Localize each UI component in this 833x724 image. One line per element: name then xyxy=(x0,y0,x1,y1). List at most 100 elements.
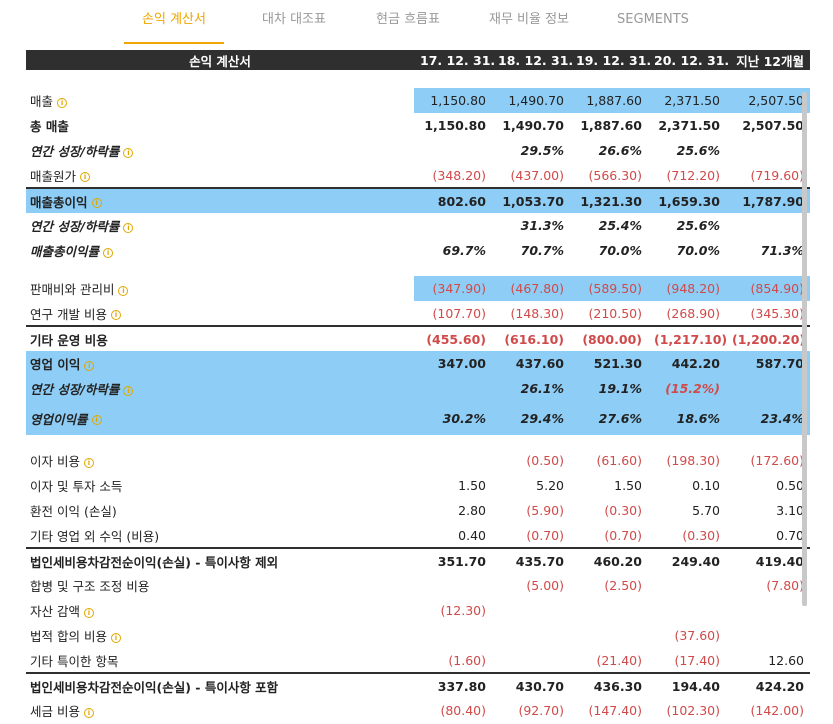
row-label-text: 연간 성장/하락률 xyxy=(30,382,120,397)
table-cell: 5.20 xyxy=(536,478,564,493)
row-interest-expense: 이자 비용 i (0.50) (61.60) (198.30) (172.60) xyxy=(26,448,810,473)
table-header-row: 손익 계산서 17. 12. 31. 18. 12. 31. 19. 12. 3… xyxy=(26,50,810,70)
info-circle-icon[interactable]: i xyxy=(80,172,91,182)
table-cell: (800.00) xyxy=(570,325,648,351)
table-cell: 31.3% xyxy=(520,218,564,233)
row-label-text: 영업이익률 xyxy=(30,411,88,427)
row-growth: 연간 성장/하락률 i 26.1% 19.1% (15.2%) xyxy=(26,376,810,401)
table-cell: (854.90) xyxy=(726,276,810,301)
table-cell: 70.7% xyxy=(520,243,564,258)
table-cell: 2,371.50 xyxy=(658,118,720,133)
table-cell: 25.4% xyxy=(598,218,642,233)
table-cell: (0.30) xyxy=(604,503,642,518)
row-label-text: 기타 영업 외 수익 (비용) xyxy=(30,528,160,544)
row-operating-margin: 영업이익률 i 30.2% 29.4% 27.6% 18.6% 23.4% xyxy=(26,401,810,435)
table-cell: (107.70) xyxy=(432,305,487,321)
row-label: 총 매출 xyxy=(26,113,414,138)
table-cell xyxy=(726,598,810,623)
table-cell: 1,787.90 xyxy=(726,187,810,213)
table-cell: 435.70 xyxy=(492,547,570,573)
table-cell: 70.0% xyxy=(676,243,720,258)
table-cell: 351.70 xyxy=(414,547,492,573)
table-cell: 419.40 xyxy=(726,547,810,573)
table-cell: (0.70) xyxy=(526,527,564,543)
table-cell: 5.70 xyxy=(692,503,720,518)
vertical-scrollbar[interactable] xyxy=(802,92,807,606)
table-cell xyxy=(648,573,726,598)
info-circle-icon[interactable]: i xyxy=(118,285,129,296)
header-period: 17. 12. 31. xyxy=(414,50,495,70)
info-circle-icon[interactable]: i xyxy=(91,198,102,208)
table-cell xyxy=(570,598,648,623)
table-cell: 25.6% xyxy=(676,143,720,158)
table-cell: 18.6% xyxy=(648,401,726,435)
table-cell: (198.30) xyxy=(666,453,721,468)
info-circle-icon[interactable]: i xyxy=(123,147,134,158)
info-circle-icon[interactable]: i xyxy=(91,415,102,425)
row-label-text: 판매비와 관리비 xyxy=(30,282,115,297)
table-cell xyxy=(414,376,492,401)
table-cell: 1,887.60 xyxy=(570,88,648,113)
table-cell xyxy=(726,213,810,238)
info-circle-icon[interactable]: i xyxy=(103,247,114,258)
tab-financial-ratios[interactable]: 재무 비율 정보 xyxy=(488,12,570,27)
row-label: 연구 개발 비용 i xyxy=(26,301,414,326)
spacer-row xyxy=(26,435,810,448)
info-circle-icon[interactable]: i xyxy=(123,222,134,233)
row-label-text: 법인세비용차감전순이익(손실) - 특이사항 포함 xyxy=(30,679,279,695)
tab-income-statement[interactable]: 손익 계산서 xyxy=(124,0,224,44)
info-circle-icon[interactable]: i xyxy=(110,310,121,320)
table-cell: 26.6% xyxy=(598,143,642,158)
table-cell: (147.40) xyxy=(588,703,643,718)
row-other-opex: 기타 운영 비용 (455.60) (616.10) (800.00) (1,217.1… xyxy=(26,325,810,351)
info-circle-icon[interactable]: i xyxy=(57,97,68,108)
info-circle-icon[interactable]: i xyxy=(83,607,94,618)
row-label: 법적 합의 비용 i xyxy=(26,623,414,648)
row-label-text: 합병 및 구조 조정 비용 xyxy=(30,579,150,594)
spacer-row xyxy=(26,263,810,276)
table-cell: 71.3% xyxy=(760,243,804,258)
row-gross-margin: 매출총이익률 i 69.7% 70.7% 70.0% 70.0% 71.3% xyxy=(26,238,810,263)
row-label-text: 영업 이익 xyxy=(30,357,81,372)
table-cell: (1,217.10) xyxy=(648,325,727,351)
table-cell: (7.80) xyxy=(766,578,804,593)
info-circle-icon[interactable]: i xyxy=(83,707,94,718)
row-label-text: 연구 개발 비용 xyxy=(30,306,107,322)
header-period: 18. 12. 31. xyxy=(492,50,573,70)
table-cell: 1,321.30 xyxy=(570,187,648,213)
table-cell: 29.4% xyxy=(492,401,570,435)
row-growth: 연간 성장/하락률 i 29.5% 26.6% 25.6% xyxy=(26,138,810,163)
row-label-text: 총 매출 xyxy=(30,119,69,134)
table-cell: (616.10) xyxy=(492,325,570,351)
table-cell: (80.40) xyxy=(440,703,486,718)
table-cell xyxy=(570,623,648,648)
table-cell: 2,507.50 xyxy=(742,118,804,133)
tab-balance-sheet[interactable]: 대차 대조표 xyxy=(262,12,326,27)
table-cell: 3.10 xyxy=(776,503,804,518)
row-label: 법인세비용차감전순이익(손실) - 특이사항 포함 xyxy=(26,672,414,698)
table-cell: 30.2% xyxy=(414,401,492,435)
row-label: 영업 이익 i xyxy=(26,351,414,376)
row-label: 기타 영업 외 수익 (비용) xyxy=(26,523,414,548)
table-cell: (719.60) xyxy=(750,167,805,183)
table-cell: (2.50) xyxy=(604,578,642,593)
info-circle-icon[interactable]: i xyxy=(110,632,121,643)
table-cell xyxy=(726,138,810,163)
table-cell: 25.6% xyxy=(676,218,720,233)
row-label: 법인세비용차감전순이익(손실) - 특이사항 제외 xyxy=(26,547,414,573)
info-circle-icon[interactable]: i xyxy=(123,385,134,396)
row-label: 연간 성장/하락률 i xyxy=(26,138,414,163)
info-circle-icon[interactable]: i xyxy=(83,457,94,468)
table-cell: 0.40 xyxy=(458,527,486,543)
table-cell: (712.20) xyxy=(666,167,721,183)
table-cell: 1,490.70 xyxy=(502,118,564,133)
tab-segments[interactable]: SEGMENTS xyxy=(617,12,689,27)
info-circle-icon[interactable]: i xyxy=(84,360,95,371)
table-cell: 436.30 xyxy=(570,672,648,698)
row-label: 기타 운영 비용 xyxy=(26,325,414,351)
tab-cash-flow[interactable]: 현금 흐름표 xyxy=(376,12,440,27)
table-cell: 430.70 xyxy=(492,672,570,698)
table-cell: 437.60 xyxy=(492,351,570,376)
table-cell: (92.70) xyxy=(518,703,564,718)
table-cell: (1,200.20) xyxy=(726,325,810,351)
